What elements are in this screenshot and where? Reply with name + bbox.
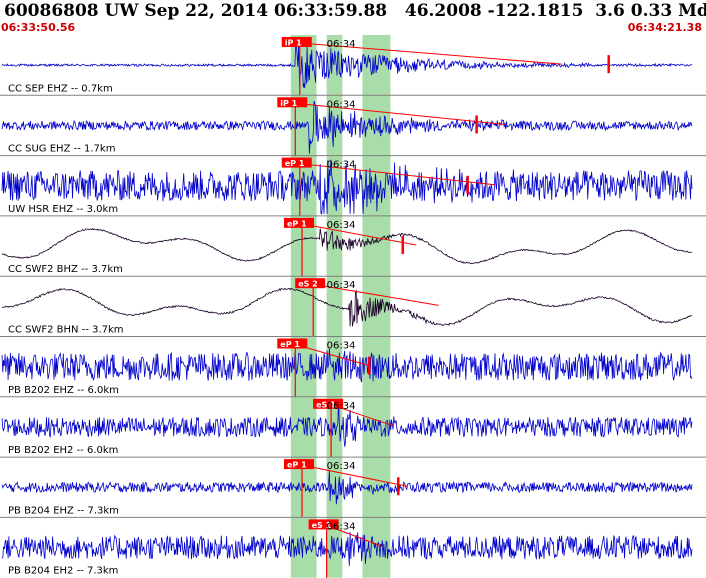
phase-pick-box	[295, 278, 326, 289]
waveform-trace	[1, 348, 693, 383]
station-label: UW HSR EHZ -- 3.0km	[8, 204, 118, 215]
station-label: CC SUG EHZ -- 1.7km	[8, 144, 115, 155]
start-time-label: 06:33:50.56	[1, 21, 76, 34]
phase-pick-label: eP 1	[287, 461, 307, 470]
phase-pick-box	[277, 338, 308, 349]
station-label: PB B204 EH2 -- 7.3km	[8, 566, 118, 577]
phase-pick-box	[281, 157, 312, 168]
phase-pick-box	[284, 459, 314, 470]
waveform-trace	[1, 159, 693, 215]
waveform-trace	[1, 531, 693, 566]
phase-pick-box	[308, 519, 339, 530]
phase-pick-label: iP 1	[285, 39, 302, 48]
event-header: 60086808 UW Sep 22, 2014 06:33:59.88 46.…	[4, 1, 706, 21]
phase-pick-label: eS 2	[298, 280, 318, 289]
waveform-trace	[1, 470, 693, 505]
tick-time-label: 06:34	[327, 280, 356, 291]
tick-time-label: 06:34	[327, 220, 356, 231]
end-time-label: 06:34:21.38	[627, 21, 702, 34]
coda-envelope-line	[301, 464, 408, 487]
coda-envelope-line	[299, 163, 495, 186]
tick-time-label: 06:34	[327, 401, 356, 412]
phase-pick-box	[313, 398, 344, 409]
tick-time-label: 06:34	[327, 341, 356, 352]
tick-time-label: 06:34	[327, 521, 356, 532]
coda-envelope-line	[301, 223, 417, 246]
phase-pick-box	[277, 97, 308, 108]
phase-pick-label: eP 1	[287, 219, 307, 228]
station-label: CC SWF2 BHZ -- 3.7km	[8, 264, 123, 275]
tick-time-label: 06:34	[327, 461, 356, 472]
coda-envelope-line	[295, 344, 370, 367]
station-label: PB B204 EHZ -- 7.3km	[8, 505, 119, 516]
station-label: PB B202 EHZ -- 6.0km	[8, 385, 119, 396]
waveform-trace	[1, 287, 693, 327]
tick-time-label: 06:34	[327, 160, 356, 171]
phase-pick-label: iP 1	[280, 99, 297, 108]
coda-envelope-line	[299, 42, 562, 65]
coda-envelope-line	[313, 283, 439, 306]
waveform-trace	[1, 399, 693, 447]
waveform-trace	[1, 41, 693, 89]
phase-pick-box	[284, 217, 314, 228]
station-label: CC SEP EHZ -- 0.7km	[8, 83, 113, 94]
phase-pick-label: eS 1	[316, 400, 336, 409]
phase-pick-label: eS 1	[312, 521, 332, 530]
tick-time-label: 06:34	[327, 99, 356, 110]
phase-pick-label: eP 1	[280, 340, 300, 349]
station-label: CC SWF2 BHN -- 3.7km	[8, 325, 124, 336]
phase-pick-label: eP 1	[285, 159, 305, 168]
waveform-trace	[1, 227, 693, 265]
waveform-plot: iP 1 06:34 CC SEP EHZ -- 0.7km iP 1 06:34 CC …	[0, 35, 706, 578]
station-label: PB B202 EH2 -- 6.0km	[8, 445, 118, 456]
waveform-trace	[1, 100, 693, 154]
phase-pick-box	[281, 37, 312, 47]
tick-time-label: 06:34	[327, 39, 356, 50]
coda-envelope-line	[295, 102, 506, 125]
